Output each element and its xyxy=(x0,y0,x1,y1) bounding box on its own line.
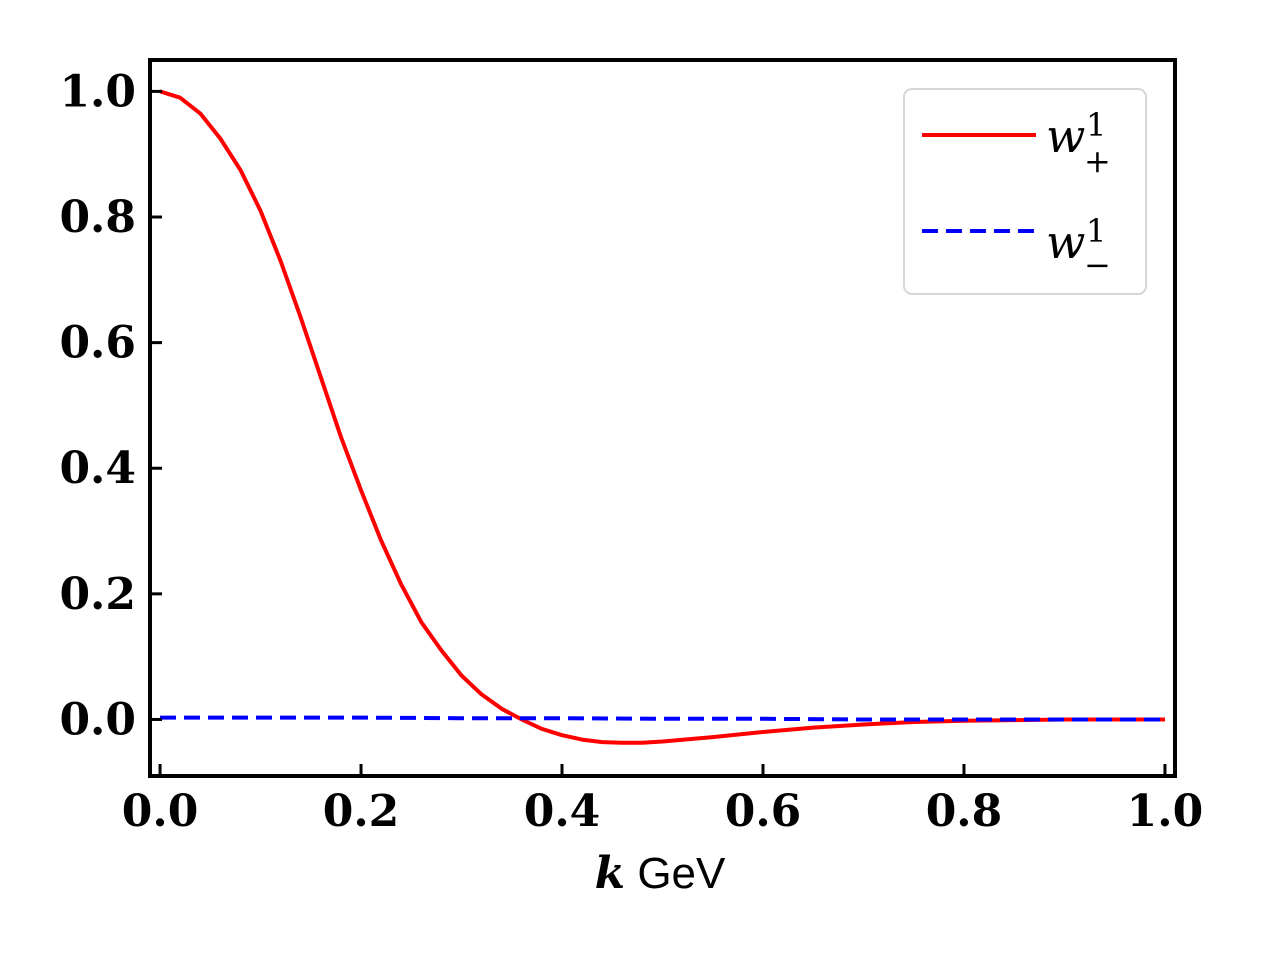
series-line-w-plus xyxy=(159,89,1165,745)
y-tick-label: 0.0 xyxy=(59,694,136,745)
y-tick-label: 0.6 xyxy=(59,318,136,369)
x-tick-label: 0.6 xyxy=(725,786,802,837)
legend-box xyxy=(903,88,1147,295)
legend-label-w-minus-sup: 1 xyxy=(1086,212,1106,250)
x-tick-label: 1.0 xyxy=(1127,786,1204,837)
series-layer xyxy=(159,89,1165,745)
y-tick-label: 0.4 xyxy=(59,443,136,494)
legend-label-w-plus-sup: 1 xyxy=(1086,106,1106,144)
x-axis-title-variable: k xyxy=(595,848,626,899)
legend-label-w-minus: w1− xyxy=(1046,212,1111,284)
x-tick-label: 0.4 xyxy=(524,786,601,837)
y-tick-label: 0.8 xyxy=(59,192,136,243)
legend: w1 + w1− xyxy=(903,88,1147,295)
legend-label-w-plus-sub: + xyxy=(1084,142,1111,180)
x-axis-title-unit: GeV xyxy=(625,849,726,898)
y-tick-label: 0.2 xyxy=(59,569,136,620)
x-axis-title: k GeV xyxy=(595,848,726,899)
ticks-layer: 0.0 0.2 0.4 0.6 0.8 1.0 0.0 0.2 0.4 0.6 0.8 1.0 xyxy=(59,66,1203,837)
legend-label-w-minus-sub: − xyxy=(1084,246,1111,284)
series-line-w-minus xyxy=(160,715,1165,722)
legend-label-w-minus-base: w xyxy=(1046,215,1085,269)
y-tick-label: 1.0 xyxy=(59,66,136,117)
legend-label-w-plus-base: w xyxy=(1046,109,1085,163)
x-tick-label: 0.8 xyxy=(926,786,1003,837)
x-tick-label: 0.0 xyxy=(122,786,199,837)
x-tick-label: 0.2 xyxy=(323,786,400,837)
legend-label-w-plus: w1 + xyxy=(1046,106,1111,180)
plot-frame xyxy=(148,58,1177,778)
